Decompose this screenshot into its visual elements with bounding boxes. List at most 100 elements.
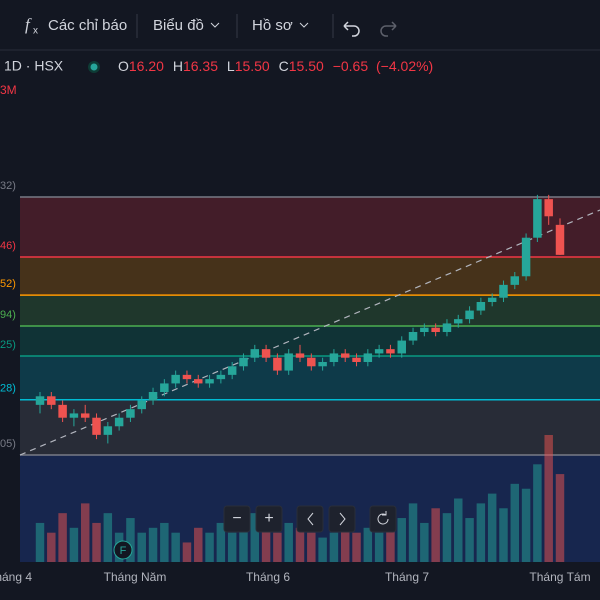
value: 16.20 xyxy=(129,58,164,74)
candle-body xyxy=(239,357,248,367)
volume-bar xyxy=(521,488,531,562)
candle-body xyxy=(35,396,45,405)
volume-bar xyxy=(92,522,101,562)
fib-band xyxy=(20,326,600,356)
scroll-left-button[interactable] xyxy=(296,505,324,533)
chart-menu[interactable]: Biểu đồ xyxy=(153,17,204,34)
label: O xyxy=(118,58,129,74)
volume-bar xyxy=(363,527,373,562)
candle-body xyxy=(250,349,260,358)
volume-bar xyxy=(420,522,429,562)
volume-bar xyxy=(35,522,45,562)
event-marker-letter: F xyxy=(120,545,127,557)
candle-body xyxy=(80,413,90,418)
volume-bar xyxy=(454,498,463,562)
volume-bar xyxy=(69,527,79,562)
volume-bar xyxy=(126,518,135,562)
svg-text:−: − xyxy=(232,510,241,527)
fib-label: 94) xyxy=(0,309,16,321)
candle-body xyxy=(307,357,316,367)
candle-body xyxy=(126,409,135,418)
fib-band xyxy=(20,197,600,257)
volume-bar xyxy=(171,532,180,562)
undo-button[interactable] xyxy=(343,21,360,37)
volume-bar xyxy=(103,513,113,562)
candle-body xyxy=(397,340,406,354)
candle-body xyxy=(555,224,565,255)
label: H xyxy=(173,58,183,74)
candle-body xyxy=(295,353,305,358)
event-marker[interactable] xyxy=(113,540,133,560)
volume-bar xyxy=(487,493,497,562)
toolbar xyxy=(0,0,600,50)
candle-body xyxy=(182,374,192,380)
status-dot xyxy=(90,63,98,71)
candle-body xyxy=(47,396,56,405)
volume-bar xyxy=(227,532,237,562)
candle-body xyxy=(194,379,203,384)
volume-bar xyxy=(284,522,293,562)
volume-bar xyxy=(397,518,406,562)
volume-bar xyxy=(499,508,508,562)
candle-body xyxy=(476,302,486,311)
scroll-right-button[interactable] xyxy=(328,505,356,533)
volume-bar xyxy=(329,532,339,562)
fib-band xyxy=(20,399,600,455)
candle-body xyxy=(374,349,384,354)
fib-label: 28) xyxy=(0,383,16,395)
candle-body xyxy=(58,404,67,418)
volume-bar xyxy=(465,518,474,562)
fib-label: 46) xyxy=(0,240,16,252)
candle-body xyxy=(352,357,361,362)
candle-body xyxy=(544,199,553,217)
plot-area: 32) 46) 52) 94) 25) 28) 05) xyxy=(0,180,600,562)
fib-label: 05) xyxy=(0,438,16,450)
profile-menu[interactable]: Hồ sơ xyxy=(252,17,293,34)
redo-button[interactable] xyxy=(380,21,397,37)
candle-body xyxy=(329,353,339,362)
reset-button[interactable] xyxy=(369,505,397,533)
volume-bar xyxy=(273,532,282,562)
candle-body xyxy=(69,413,79,418)
zoom-out-button[interactable]: − xyxy=(223,505,251,533)
zoom-in-button[interactable]: + xyxy=(255,505,283,533)
candle-body xyxy=(465,310,474,320)
value: 15.50 xyxy=(289,58,324,74)
candle-body xyxy=(454,319,463,324)
candle-body xyxy=(487,297,497,302)
trend-line xyxy=(19,209,600,456)
x-axis-label: Tháng 7 xyxy=(385,570,429,584)
fx-icon[interactable]: f xyxy=(25,15,32,34)
volume-bar xyxy=(340,522,350,562)
volume-bar xyxy=(216,522,226,562)
indicators-button[interactable]: Các chỉ báo xyxy=(48,17,127,34)
volume-bar xyxy=(137,532,146,562)
volume-bar xyxy=(261,518,271,562)
change-pct: (−4.02%) xyxy=(376,58,433,74)
fx-icon-sub: x xyxy=(33,26,38,37)
candle-body xyxy=(137,400,146,410)
volume-bar xyxy=(239,527,248,562)
x-axis-label: Tháng Tám xyxy=(529,570,590,584)
volume-bar xyxy=(47,532,56,562)
volume-bar xyxy=(58,513,67,562)
candle-body xyxy=(386,349,395,354)
candle-body xyxy=(420,327,429,332)
fib-band xyxy=(20,295,600,326)
candle-body xyxy=(340,353,350,358)
candle-body xyxy=(284,353,293,371)
volume-bar xyxy=(194,527,203,562)
symbol: 1D · HSX xyxy=(4,58,64,74)
candle-body xyxy=(114,417,124,427)
volume-bar xyxy=(386,513,395,562)
candle-body xyxy=(318,362,327,367)
candle-body xyxy=(160,383,169,392)
candle-body xyxy=(273,357,282,371)
volume-bar xyxy=(205,532,214,562)
x-axis-label: Tháng 4 xyxy=(0,570,32,584)
volume-bar xyxy=(442,513,452,562)
candle-body xyxy=(227,366,237,375)
label: L xyxy=(227,58,235,74)
